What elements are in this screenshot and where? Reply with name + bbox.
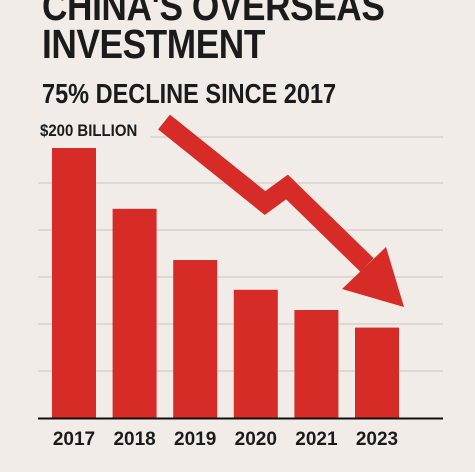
bar-2017 [52,148,96,418]
x-tick-label: 2023 [356,429,398,450]
chart-title: CHINA'S OVERSEAS INVESTMENT [42,0,385,65]
y-axis-max-label: $200 BILLION [40,121,138,140]
trend-arrow-head [342,247,404,307]
bar-2020 [233,289,278,419]
x-tick-labels: 2017 2018 2019 2020 2021 2023 [53,429,398,450]
x-tick-label: 2021 [295,429,338,450]
x-tick-label: 2020 [235,429,277,450]
x-tick-label: 2017 [53,429,95,450]
bar-2021 [294,310,339,418]
trend-arrow [158,114,404,307]
bar-2019 [173,260,218,418]
bars [52,148,399,419]
chart-subtitle: 75% DECLINE SINCE 2017 [42,78,337,109]
bar-2018 [112,208,157,419]
x-tick-label: 2019 [174,429,216,450]
trend-arrow-shaft [158,114,374,272]
bar-2023 [355,327,399,419]
x-tick-label: 2018 [113,429,155,450]
title-line-2: INVESTMENT [42,21,265,67]
title-line-1: CHINA'S OVERSEAS [42,0,385,29]
